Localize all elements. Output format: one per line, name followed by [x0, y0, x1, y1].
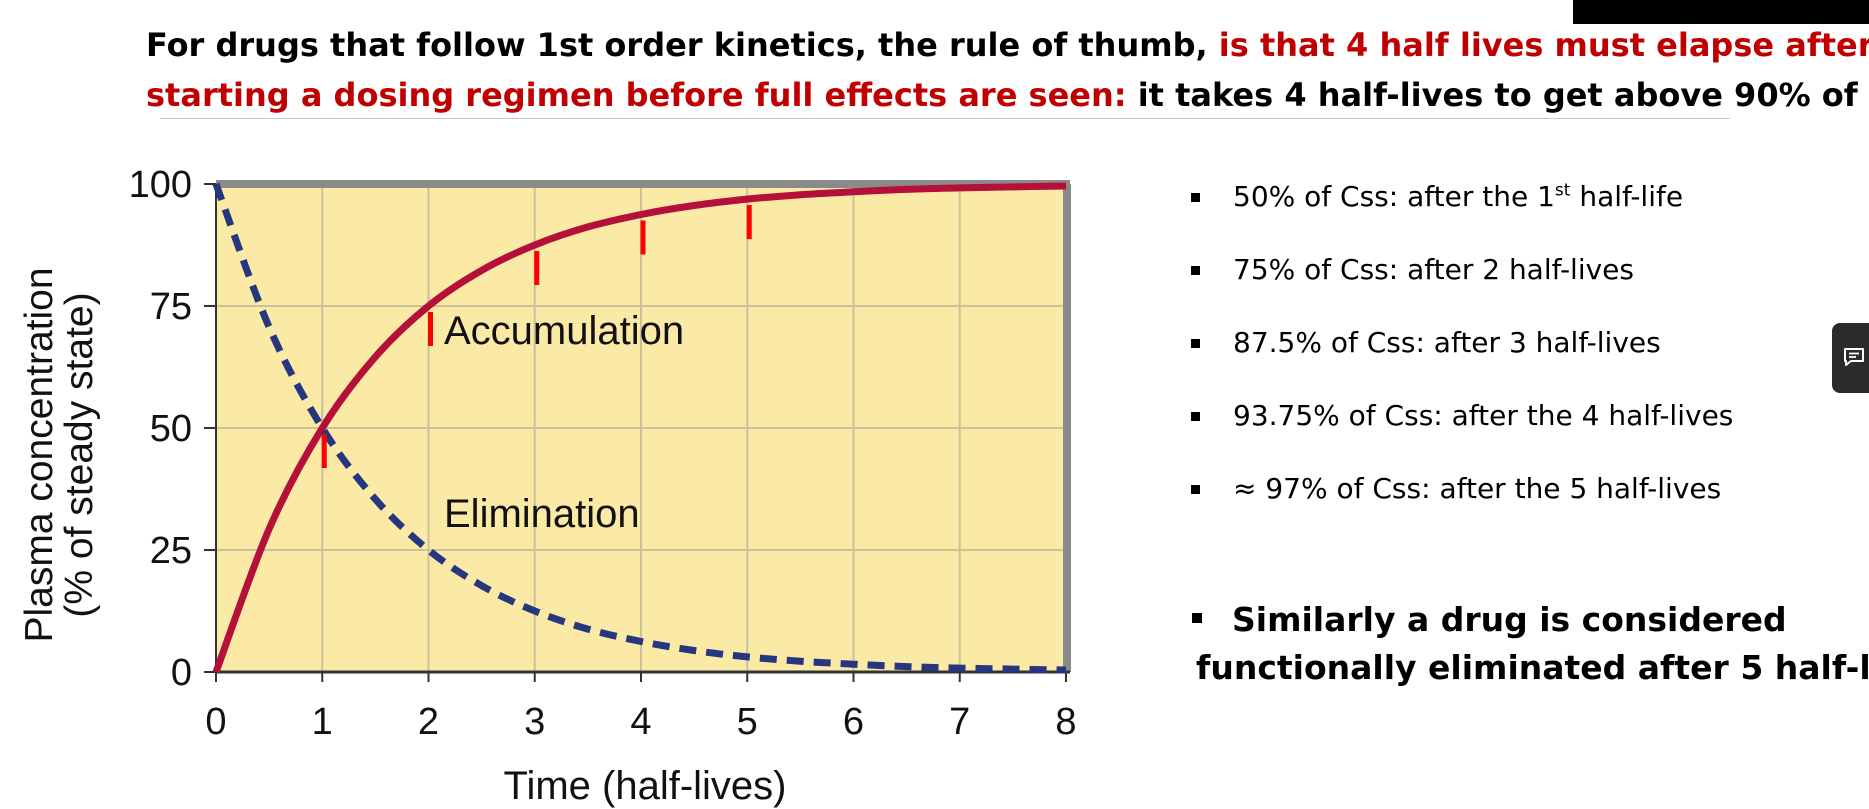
milestone-text: ≈ 97% of Css: after the 5 half-lives	[1233, 472, 1722, 505]
tick-labels: 0 1 2 3 4 5 6 7 8 0 25 50 75 100	[129, 164, 1077, 743]
summary-line-1-row: Similarly a drug is considered	[1192, 596, 1869, 644]
x-tick-label: 6	[843, 701, 864, 743]
title-line-1-red: is that 4 half lives must elapse after	[1218, 26, 1869, 64]
accumulation-curve	[212, 182, 1067, 674]
milestone-text: 75% of Css: after 2 half-lives	[1233, 253, 1634, 286]
y-tick-label: 0	[171, 652, 192, 694]
summary-note: Similarly a drug is considered functiona…	[1192, 596, 1869, 692]
square-bullet-icon	[1191, 485, 1200, 494]
x-tick-label: 5	[737, 701, 758, 743]
x-tick-label: 7	[949, 701, 970, 743]
plot-frame	[204, 180, 1071, 682]
milestone-text: 87.5% of Css: after 3 half-lives	[1233, 326, 1661, 359]
square-bullet-icon	[1191, 193, 1200, 202]
title-line-2-red: starting a dosing regimen before full ef…	[146, 76, 1127, 114]
x-tick-label: 0	[205, 701, 226, 743]
y-tick-label: 75	[150, 286, 192, 328]
title-divider	[160, 118, 1730, 119]
half-life-chart: 0 1 2 3 4 5 6 7 8 0 25 50 75 100 Accumulation Elimina…	[0, 150, 1100, 809]
comment-button[interactable]	[1832, 323, 1869, 393]
y-tick-label: 100	[129, 164, 192, 206]
comment-icon	[1844, 348, 1864, 366]
y-tick-label: 25	[150, 530, 192, 572]
milestone-item: 50% of Css: after the 1st half-life	[1185, 172, 1845, 245]
series-label-accumulation: Accumulation	[444, 309, 684, 353]
x-tick-label: 8	[1055, 701, 1076, 743]
square-bullet-icon	[1191, 412, 1200, 421]
summary-line-2: functionally eliminated after 5 half-liv…	[1196, 648, 1869, 687]
top-right-black-bar	[1573, 0, 1869, 24]
y-axis-label-line-2: (% of steady state)	[58, 292, 101, 617]
series-label-elimination: Elimination	[444, 492, 640, 536]
elimination-curve	[212, 182, 1067, 674]
square-bullet-icon	[1191, 266, 1200, 275]
milestone-text-suffix: half-life	[1570, 180, 1684, 213]
square-bullet-icon	[1191, 339, 1200, 348]
y-tick-label: 50	[150, 408, 192, 450]
title-line-2: starting a dosing regimen before full ef…	[146, 70, 1869, 120]
milestone-item: ≈ 97% of Css: after the 5 half-lives	[1185, 464, 1845, 537]
x-tick-label: 2	[418, 701, 439, 743]
title-line-1-black: For drugs that follow 1st order kinetics…	[146, 26, 1219, 64]
marker-layer	[321, 205, 752, 468]
y-axis-label: Plasma concentration (% of steady state)	[18, 267, 101, 642]
chart-svg: 0 1 2 3 4 5 6 7 8 0 25 50 75 100 Accumulation Elimina…	[18, 164, 1077, 808]
series-layer	[212, 182, 1067, 674]
grid-layer	[215, 183, 1067, 673]
summary-line-1: Similarly a drug is considered	[1232, 600, 1787, 639]
title-line-2-black: it takes 4 half-lives to get above 90% o…	[1126, 76, 1869, 114]
x-axis-label: Time (half-lives)	[504, 764, 787, 808]
square-bullet-icon	[1192, 612, 1202, 623]
slide-title: For drugs that follow 1st order kinetics…	[146, 20, 1869, 120]
milestone-item: 93.75% of Css: after the 4 half-lives	[1185, 391, 1845, 464]
milestone-item: 87.5% of Css: after 3 half-lives	[1185, 318, 1845, 391]
x-tick-label: 1	[312, 701, 333, 743]
milestone-text: 50% of Css: after the 1	[1233, 180, 1555, 213]
x-tick-label: 3	[524, 701, 545, 743]
y-axis-label-line-1: Plasma concentration	[18, 267, 61, 642]
milestone-text: 93.75% of Css: after the 4 half-lives	[1233, 399, 1734, 432]
x-tick-label: 4	[630, 701, 651, 743]
milestone-item: 75% of Css: after 2 half-lives	[1185, 245, 1845, 318]
milestone-superscript: st	[1554, 180, 1571, 201]
title-line-1: For drugs that follow 1st order kinetics…	[146, 20, 1869, 70]
milestone-list: 50% of Css: after the 1st half-life 75% o…	[1185, 172, 1845, 537]
